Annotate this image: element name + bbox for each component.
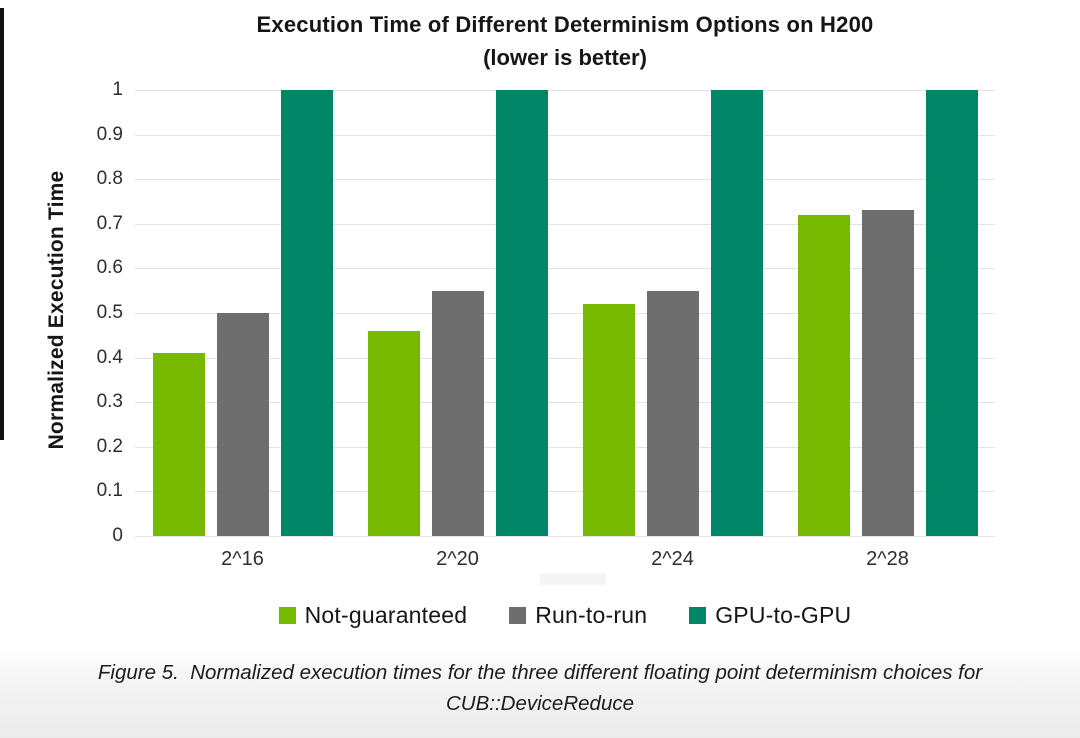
y-tick-label: 0.2 (96, 435, 123, 457)
legend-label: Not-guaranteed (304, 602, 468, 628)
gridline (135, 357, 995, 359)
bar-not-guaranteed-2^16 (152, 353, 205, 536)
bar-run-to-run-2^28 (861, 210, 914, 536)
bar-gpu-to-gpu-2^16 (280, 90, 333, 536)
bar-not-guaranteed-2^28 (797, 214, 850, 536)
plot-area: 1 0.9 0.8 0.7 0.6 0.5 0.4 0.3 0.2 0.1 0 2^16 2^20 2^2… (97, 79, 995, 570)
bar-group-2^16 (152, 90, 333, 536)
y-tick-label: 0.1 (96, 480, 123, 502)
legend-label: GPU-to-GPU (715, 602, 852, 628)
caption-area: Figure 5. Normalized execution times for… (0, 645, 1080, 738)
y-tick-label: 0.4 (96, 346, 123, 368)
bar-run-to-run-2^20 (431, 290, 484, 536)
bar-gpu-to-gpu-2^28 (925, 90, 978, 536)
legend-item-run-to-run: Run-to-run (509, 602, 647, 629)
y-tick-label: 1 (112, 79, 123, 100)
y-tick-label: 0.8 (96, 168, 123, 190)
bar-run-to-run-2^24 (646, 290, 699, 536)
y-tick-label: 0 (112, 525, 123, 546)
chart-subtitle: (lower is better) (483, 45, 647, 70)
figure-caption: Figure 5. Normalized execution times for… (40, 658, 1040, 720)
x-tick-label-2^20: 2^20 (436, 548, 479, 570)
y-tick-label: 0.7 (96, 212, 123, 234)
chart-legend: Not-guaranteed Run-to-run GPU-to-GPU (135, 602, 995, 629)
y-tick-label: 0.3 (96, 391, 123, 413)
x-tick-label-2^16: 2^16 (221, 548, 264, 570)
gridline (135, 491, 995, 493)
legend-item-gpu-to-gpu: GPU-to-GPU (689, 602, 851, 629)
bar-group-2^20 (367, 90, 548, 536)
bar-gpu-to-gpu-2^20 (495, 90, 548, 536)
y-tick-label: 0.5 (96, 302, 123, 323)
gridline (135, 223, 995, 225)
gridline (135, 402, 995, 404)
gridline (135, 313, 995, 314)
chart-title: Execution Time of Different Determinism … (256, 12, 874, 37)
watermark-artifact (540, 573, 606, 585)
legend-swatch-icon (278, 607, 296, 624)
bar-gpu-to-gpu-2^24 (710, 90, 763, 536)
x-tick-label-2^28: 2^28 (866, 548, 909, 570)
left-edge-artifact (0, 8, 4, 440)
legend-item-not-guaranteed: Not-guaranteed (278, 602, 468, 629)
bar-group-2^24 (582, 90, 763, 536)
bar-not-guaranteed-2^24 (582, 304, 635, 536)
bar-group-2^28 (797, 90, 978, 536)
y-axis-title: Normalized Execution Time (45, 170, 68, 450)
gridline (135, 446, 995, 448)
x-tick-label-2^24: 2^24 (651, 548, 694, 570)
figure-caption-text: Normalized execution times for the three… (190, 661, 983, 715)
y-tick-label: 0.9 (96, 123, 123, 145)
bar-run-to-run-2^16 (216, 313, 269, 536)
y-tick-label: 0.6 (96, 257, 123, 279)
legend-label: Run-to-run (535, 602, 648, 628)
gridline (135, 536, 995, 537)
legend-swatch-icon (509, 607, 527, 624)
gridline (135, 134, 995, 136)
gridline (135, 90, 995, 91)
legend-swatch-icon (689, 607, 707, 624)
figure-caption-label: Figure 5. (97, 661, 179, 684)
gridline (135, 179, 995, 181)
gridline (135, 268, 995, 270)
chart-title-block: Execution Time of Different Determinism … (135, 12, 995, 71)
bar-not-guaranteed-2^20 (367, 330, 420, 536)
